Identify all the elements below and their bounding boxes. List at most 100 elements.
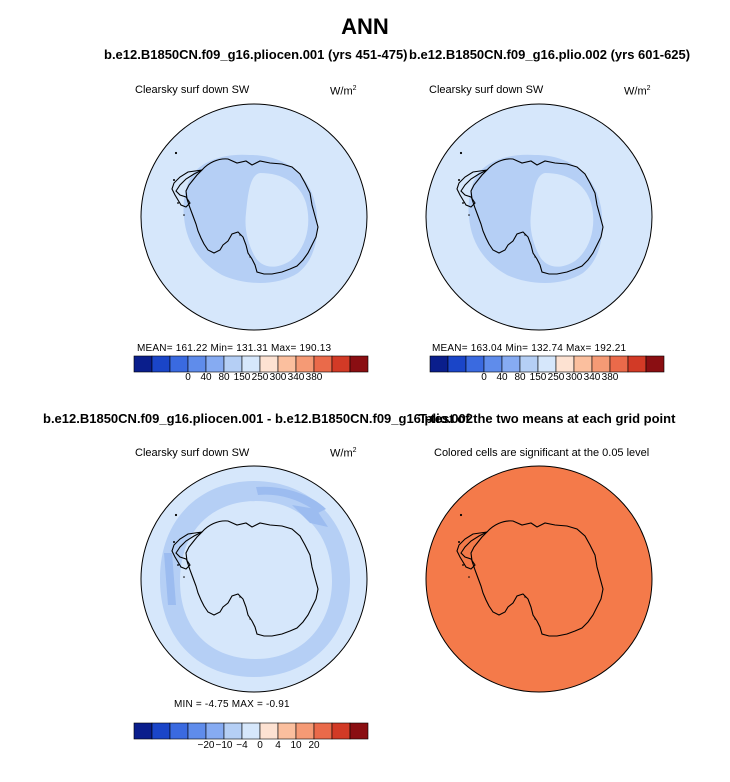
islet-2 — [177, 202, 179, 204]
panel-2-variable-label: Clearsky surf down SW — [429, 84, 544, 96]
islet-5 — [534, 618, 536, 620]
figure-title: ANN — [341, 14, 389, 39]
colorbar-swatch-5 — [519, 355, 539, 373]
colorbar-swatch-4 — [205, 722, 225, 740]
panel-3-title: b.e12.B1850CN.f09_g16.pliocen.001 - b.e1… — [43, 411, 473, 426]
colorbar-tick-label: 0 — [257, 740, 263, 751]
antarctica-coastline — [470, 520, 604, 637]
islet-4 — [524, 596, 526, 598]
colorbar-swatch-11 — [331, 722, 351, 740]
colorbar-tick-label: −20 — [197, 740, 215, 751]
colorbar-swatch-1 — [151, 722, 171, 740]
antarctica-coastline — [185, 520, 319, 637]
colorbar-tick-label: 10 — [290, 740, 302, 751]
islet-3 — [468, 214, 470, 216]
colorbar-swatch-7 — [259, 722, 279, 740]
colorbar-swatch-9 — [295, 355, 315, 373]
panel-3-colorbar — [133, 722, 369, 740]
map-fields — [426, 104, 652, 330]
islet-3 — [183, 214, 185, 216]
colorbar-tick-label: 4 — [275, 740, 281, 751]
islet-2 — [177, 564, 179, 566]
colorbar-tick-label: 380 — [305, 372, 323, 383]
islet-0 — [459, 151, 463, 155]
colorbar-swatch-5 — [223, 722, 243, 740]
colorbar-swatch-4 — [205, 355, 225, 373]
islet-3 — [183, 576, 185, 578]
panel-2-map — [425, 103, 653, 331]
panel-2-units: W/m2 — [624, 85, 651, 98]
units-base: W/m — [330, 85, 353, 98]
colorbar-swatch-7 — [555, 355, 575, 373]
islet-5 — [534, 256, 536, 258]
colorbar-tick-label: 250 — [547, 372, 565, 383]
colorbar-swatch-0 — [429, 355, 449, 373]
panel-1-stats: MEAN= 161.22 Min= 131.31 Max= 190.13 — [137, 343, 332, 354]
colorbar-tick-label: 40 — [496, 372, 508, 383]
colorbar-swatch-6 — [241, 722, 261, 740]
antarctic-peninsula-coastline — [171, 531, 203, 570]
plateau-field — [530, 173, 594, 267]
colorbar-tick-label: 300 — [565, 372, 583, 383]
panel-4-variable-label: Colored cells are significant at the 0.0… — [434, 447, 650, 459]
panel-1-units: W/m2 — [330, 85, 357, 98]
colorbar-tick-label: 20 — [308, 740, 320, 751]
colorbar-swatch-0 — [133, 722, 153, 740]
colorbar-tick-label: 380 — [601, 372, 619, 383]
panel-2-stats: MEAN= 163.04 Min= 132.74 Max= 192.21 — [432, 343, 627, 354]
colorbar-swatch-9 — [591, 355, 611, 373]
colorbar-swatch-11 — [627, 355, 647, 373]
panel-4-map — [425, 465, 653, 693]
colorbar-swatch-8 — [277, 355, 297, 373]
colorbar-swatch-12 — [349, 355, 369, 373]
islet-3 — [468, 576, 470, 578]
units-exponent: 2 — [352, 85, 357, 92]
islet-5 — [249, 256, 251, 258]
panel-4-title: T-test of the two means at each grid poi… — [419, 411, 676, 426]
colorbar-swatch-8 — [277, 722, 297, 740]
colorbar-tick-label: 80 — [218, 372, 230, 383]
islet-0 — [174, 151, 178, 155]
islet-4 — [239, 596, 241, 598]
colorbar-tick-label: −4 — [236, 740, 248, 751]
islet-1 — [458, 179, 460, 181]
colorbar-tick-label: 0 — [481, 372, 487, 383]
colorbar-swatch-3 — [483, 355, 503, 373]
map-border — [140, 103, 368, 331]
units-exponent: 2 — [646, 85, 651, 92]
colorbar-swatch-2 — [465, 355, 485, 373]
colorbar-tick-label: 80 — [514, 372, 526, 383]
panel-3-variable-label: Clearsky surf down SW — [135, 447, 250, 459]
map-fields — [426, 466, 652, 692]
significance-fill — [426, 466, 652, 692]
colorbar-swatch-12 — [349, 722, 369, 740]
map-fields — [141, 104, 367, 330]
colorbar-tick-label: 150 — [233, 372, 251, 383]
difference-band-east — [292, 505, 328, 527]
colorbar-swatch-6 — [537, 355, 557, 373]
colorbar-swatch-10 — [313, 355, 333, 373]
colorbar-tick-label: 40 — [200, 372, 212, 383]
colorbar-swatch-10 — [609, 355, 629, 373]
panel-1-colorbar — [133, 355, 369, 373]
colorbar-swatch-3 — [187, 355, 207, 373]
colorbar-swatch-8 — [573, 355, 593, 373]
colorbar-tick-label: −10 — [215, 740, 233, 751]
islet-0 — [174, 513, 178, 517]
colorbar-swatch-10 — [313, 722, 333, 740]
islet-4 — [524, 234, 526, 236]
islet-4 — [239, 234, 241, 236]
units-base: W/m — [330, 447, 353, 460]
units-base: W/m — [624, 85, 647, 98]
panel-1-title: b.e12.B1850CN.f09_g16.pliocen.001 (yrs 4… — [104, 47, 408, 62]
islet-1 — [173, 541, 175, 543]
colorbar-swatch-6 — [241, 355, 261, 373]
map-border — [425, 103, 653, 331]
colorbar-tick-label: 340 — [583, 372, 601, 383]
panel-2-title: b.e12.B1850CN.f09_g16.plio.002 (yrs 601-… — [409, 47, 691, 62]
plateau-field — [245, 173, 309, 267]
islet-5 — [249, 618, 251, 620]
antarctica-coastline — [185, 158, 319, 275]
panel-1-map — [140, 103, 368, 331]
colorbar-swatch-7 — [259, 355, 279, 373]
